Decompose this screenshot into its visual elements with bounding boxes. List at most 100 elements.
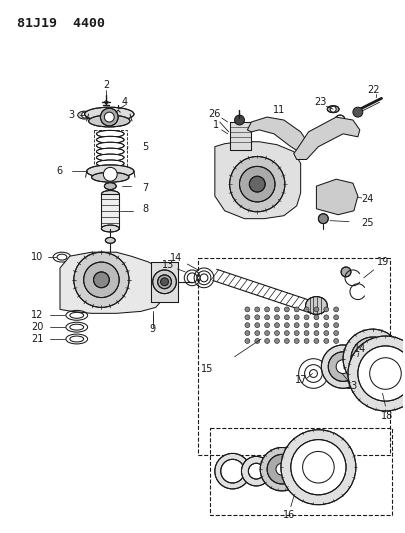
Circle shape <box>335 360 349 374</box>
Ellipse shape <box>101 191 119 197</box>
Circle shape <box>340 267 350 277</box>
Bar <box>229 122 251 150</box>
Circle shape <box>350 337 393 381</box>
Circle shape <box>329 106 335 112</box>
Polygon shape <box>247 117 308 151</box>
Circle shape <box>294 330 298 336</box>
Circle shape <box>160 278 168 286</box>
Circle shape <box>244 322 249 328</box>
Circle shape <box>347 336 405 411</box>
Circle shape <box>275 463 287 475</box>
Circle shape <box>274 338 279 343</box>
Circle shape <box>318 214 328 224</box>
Text: 6: 6 <box>56 166 62 176</box>
Circle shape <box>303 322 308 328</box>
Ellipse shape <box>96 142 124 149</box>
Ellipse shape <box>96 160 124 167</box>
Circle shape <box>258 119 269 129</box>
Circle shape <box>291 135 301 144</box>
Circle shape <box>244 338 249 343</box>
Circle shape <box>303 330 308 336</box>
Circle shape <box>264 338 269 343</box>
Text: 19: 19 <box>376 257 389 267</box>
Circle shape <box>290 440 345 495</box>
Circle shape <box>264 315 269 320</box>
Ellipse shape <box>157 275 171 289</box>
Text: 13: 13 <box>162 260 174 270</box>
Ellipse shape <box>326 106 338 112</box>
Ellipse shape <box>305 296 326 314</box>
Text: 7: 7 <box>142 183 149 193</box>
Text: 17: 17 <box>294 375 306 385</box>
Circle shape <box>266 455 296 484</box>
Bar <box>150 262 178 302</box>
Text: 4: 4 <box>122 98 128 107</box>
Circle shape <box>260 448 303 491</box>
Circle shape <box>294 322 298 328</box>
Ellipse shape <box>96 131 124 138</box>
Circle shape <box>323 315 328 320</box>
Circle shape <box>264 330 269 336</box>
Circle shape <box>274 322 279 328</box>
Polygon shape <box>214 142 300 219</box>
Circle shape <box>284 307 289 312</box>
Ellipse shape <box>88 115 130 127</box>
Circle shape <box>280 430 355 505</box>
Circle shape <box>100 108 118 126</box>
Circle shape <box>303 315 308 320</box>
Circle shape <box>214 454 250 489</box>
Circle shape <box>244 315 249 320</box>
Text: 25: 25 <box>360 217 373 228</box>
Text: 16: 16 <box>282 510 294 520</box>
Ellipse shape <box>84 107 134 121</box>
Circle shape <box>313 307 318 312</box>
Circle shape <box>264 322 269 328</box>
Bar <box>209 428 391 514</box>
Circle shape <box>254 338 259 343</box>
Circle shape <box>294 307 298 312</box>
Circle shape <box>313 315 318 320</box>
Circle shape <box>220 459 244 483</box>
Text: 2: 2 <box>103 79 109 90</box>
Circle shape <box>333 338 338 343</box>
Ellipse shape <box>96 154 124 161</box>
Circle shape <box>342 329 401 389</box>
Text: 21: 21 <box>31 334 43 344</box>
Bar <box>150 262 178 302</box>
Circle shape <box>239 166 274 202</box>
Polygon shape <box>293 117 359 159</box>
Bar <box>101 194 119 229</box>
Circle shape <box>333 322 338 328</box>
Circle shape <box>254 307 259 312</box>
Circle shape <box>234 115 244 125</box>
Circle shape <box>241 456 271 486</box>
Polygon shape <box>315 179 357 215</box>
Text: 14: 14 <box>170 253 182 263</box>
Text: 14: 14 <box>353 344 365 354</box>
Text: 22: 22 <box>367 85 379 95</box>
Circle shape <box>294 338 298 343</box>
Circle shape <box>284 315 289 320</box>
Circle shape <box>254 322 259 328</box>
Circle shape <box>323 322 328 328</box>
Text: 8: 8 <box>143 204 149 214</box>
Circle shape <box>93 272 109 288</box>
Ellipse shape <box>96 136 124 143</box>
Ellipse shape <box>104 183 116 190</box>
Circle shape <box>328 352 357 382</box>
Circle shape <box>333 330 338 336</box>
Text: 18: 18 <box>380 411 392 421</box>
Circle shape <box>244 330 249 336</box>
Text: 20: 20 <box>31 322 43 332</box>
Ellipse shape <box>77 111 91 119</box>
Circle shape <box>352 107 362 117</box>
Circle shape <box>323 307 328 312</box>
Text: 11: 11 <box>272 105 284 115</box>
Circle shape <box>323 330 328 336</box>
Circle shape <box>83 262 119 297</box>
Text: 12: 12 <box>31 310 43 320</box>
Circle shape <box>229 157 284 212</box>
Circle shape <box>254 330 259 336</box>
Circle shape <box>249 176 264 192</box>
Ellipse shape <box>86 165 134 177</box>
